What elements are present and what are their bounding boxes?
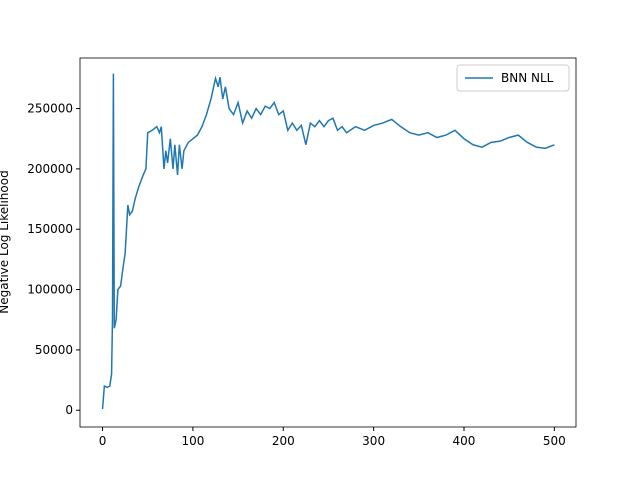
plot-frame [79,57,577,428]
y-tick-label: 200000 [27,162,73,176]
x-tick-label: 400 [453,434,476,448]
y-tick-label: 100000 [27,283,73,297]
legend-box [456,64,570,92]
line [101,73,555,410]
y-tick-label: 0 [65,403,73,417]
y-tick-label: 50000 [35,343,73,357]
x-tick-label: 100 [181,434,204,448]
x-tick-label: 0 [99,434,107,448]
y-tick-label: 150000 [27,222,73,236]
y-axis-label: Negative Log Likelihood [0,170,11,313]
x-tick-label: 200 [272,434,295,448]
x-tick-label: 500 [543,434,566,448]
x-tick-label: 300 [362,434,385,448]
legend-label: BNN NLL [501,71,554,85]
y-tick-label: 250000 [27,102,73,116]
